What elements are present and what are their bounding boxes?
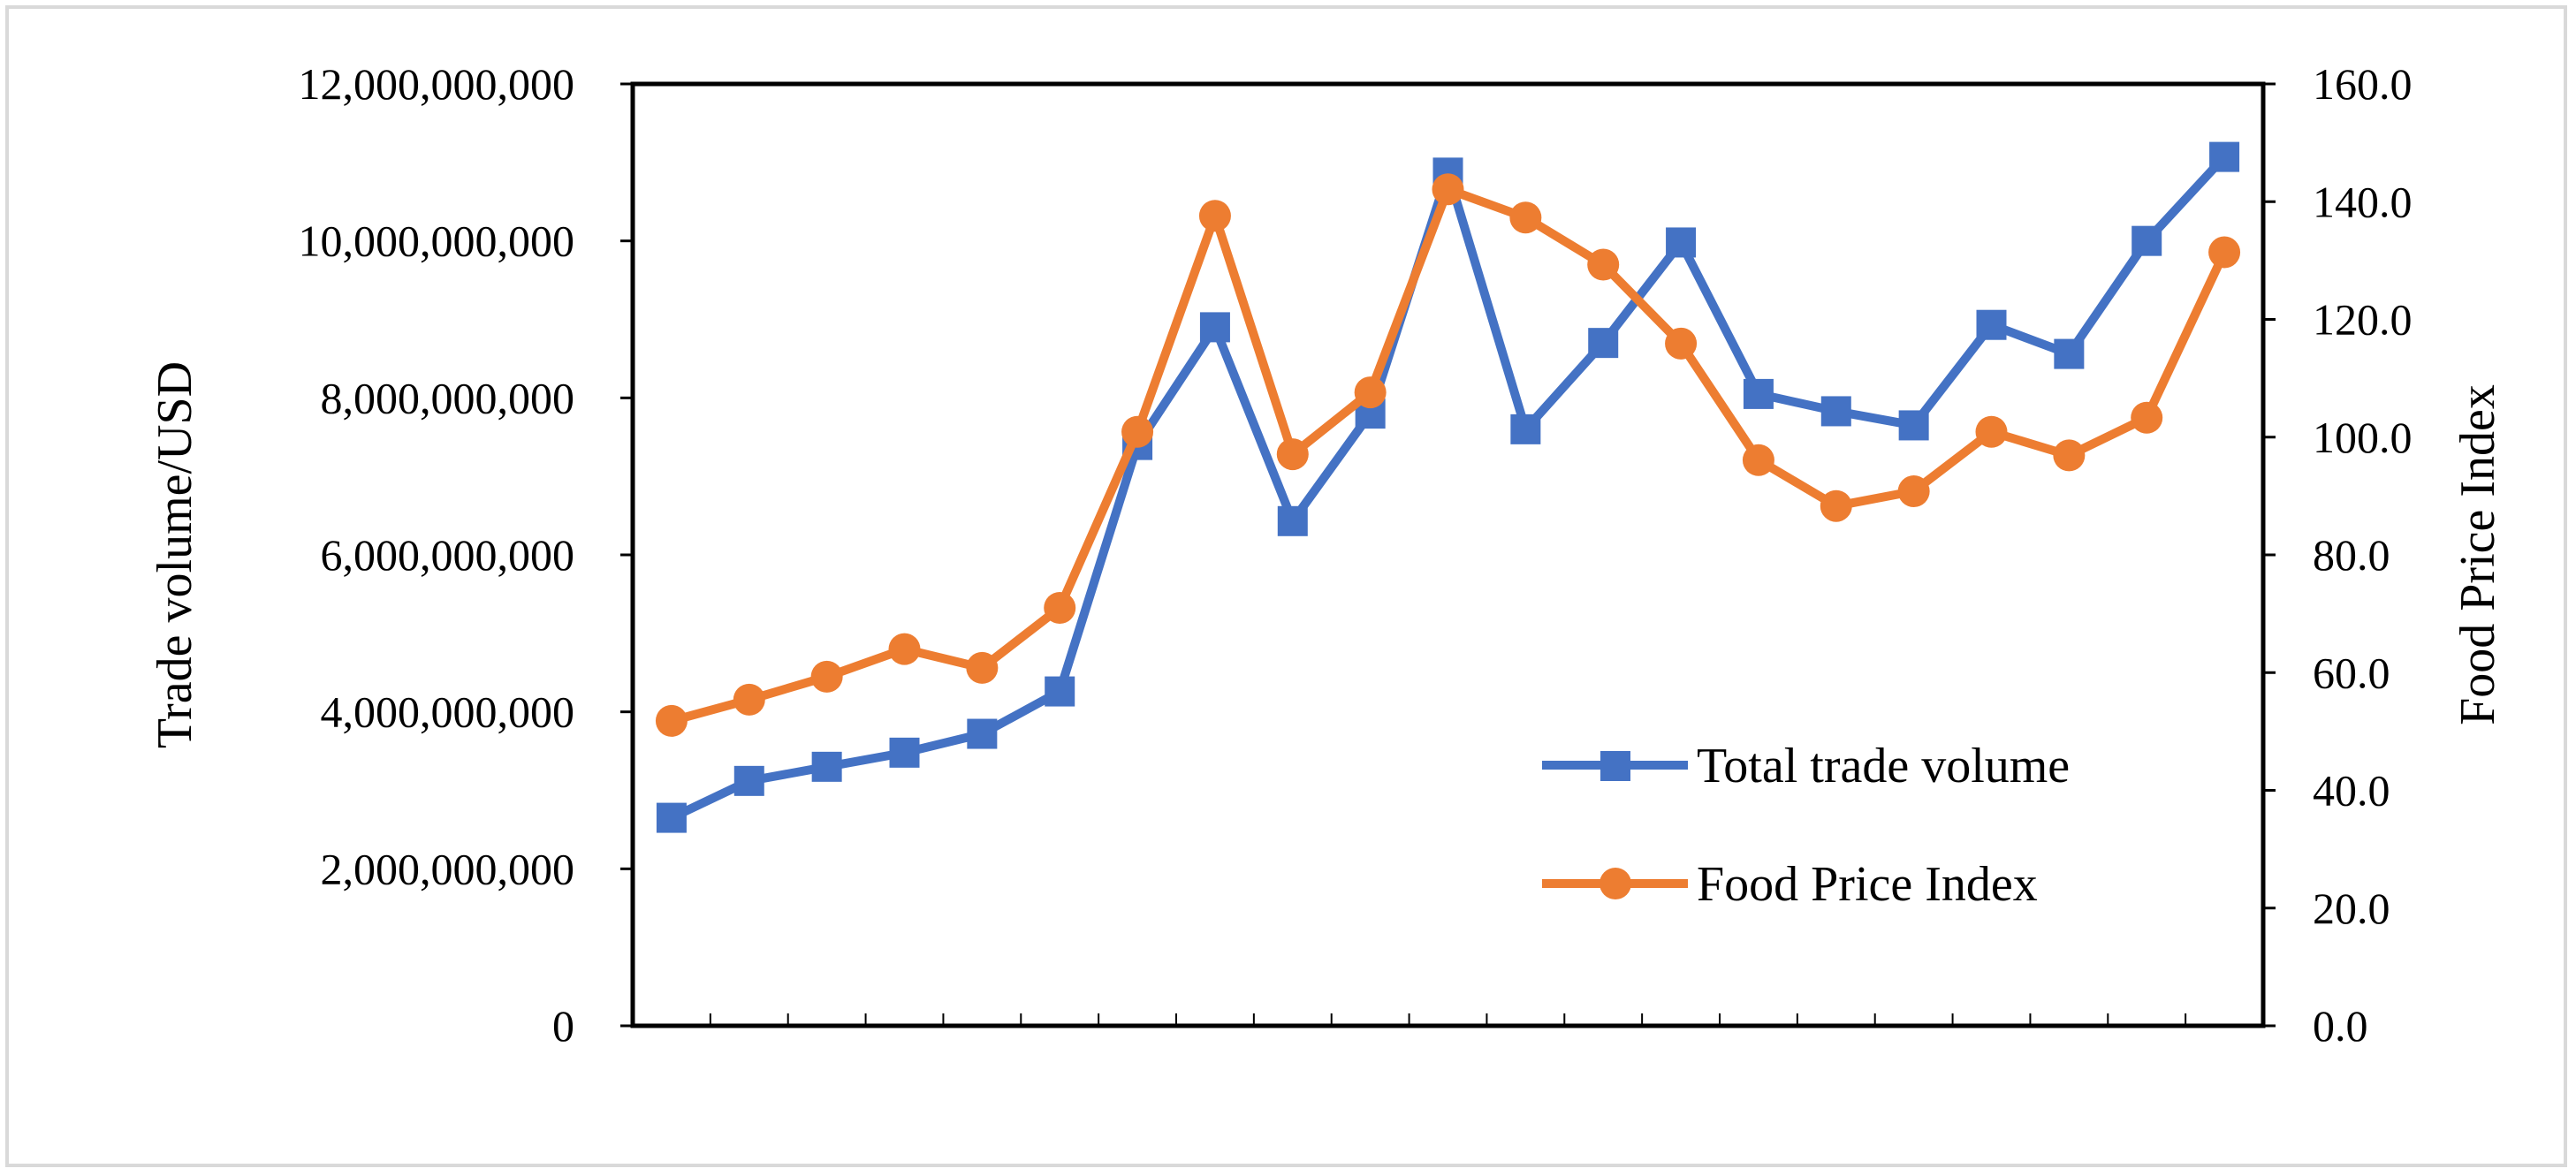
left-tick-label: 2,000,000,000 — [321, 844, 575, 893]
total-trade-volume-point — [1588, 328, 1619, 359]
right-axis-ticks: 0.0 20.0 40.0 60.0 80.0 100.0 120.0 140.0 160.0 — [2263, 59, 2413, 1051]
legend-marker-trade-volume — [1600, 751, 1630, 781]
total-trade-volume-point — [1510, 413, 1541, 444]
right-tick-label: 40.0 — [2313, 766, 2390, 816]
food-price-index-point — [1587, 248, 1620, 281]
food-price-index-point — [655, 704, 688, 737]
x-axis-ticks — [709, 1013, 2187, 1026]
total-trade-volume-point — [2131, 225, 2162, 256]
total-trade-volume-point — [2209, 141, 2240, 172]
total-trade-volume-point — [1820, 396, 1851, 427]
right-tick-label: 100.0 — [2313, 413, 2413, 462]
legend-item-food-price-index: Food Price Index — [1542, 857, 2038, 912]
food-price-index-point — [2053, 439, 2086, 472]
food-price-index-point — [1820, 489, 1852, 522]
food-price-index-point — [888, 633, 921, 665]
food-price-index-point — [1276, 438, 1309, 471]
total-trade-volume-point — [733, 765, 764, 796]
food-price-index-point — [1509, 201, 1542, 234]
food-price-index-point — [1975, 415, 2008, 448]
left-tick-label: 8,000,000,000 — [321, 373, 575, 422]
legend-label-trade-volume: Total trade volume — [1697, 739, 2070, 793]
total-trade-volume-point — [656, 802, 687, 833]
total-trade-volume-point — [1976, 309, 2007, 340]
food-price-index-point — [1432, 173, 1464, 206]
chart: 0 2,000,000,000 4,000,000,000 6,000,000,000… — [148, 59, 2505, 1051]
left-tick-label: 0 — [552, 1001, 574, 1051]
total-trade-volume-point — [1045, 676, 1075, 707]
total-trade-volume-point — [967, 718, 998, 749]
total-trade-volume-point — [889, 737, 920, 768]
left-tick-label: 10,000,000,000 — [299, 216, 575, 266]
total-trade-volume-point — [1743, 378, 1774, 409]
food-price-index-point — [2208, 236, 2241, 269]
food-price-index-point — [966, 651, 999, 684]
right-tick-label: 140.0 — [2313, 177, 2413, 226]
food-price-index-point — [1044, 591, 1076, 624]
total-trade-volume-point — [811, 751, 842, 782]
food-price-index-point — [1897, 475, 1930, 508]
right-tick-label: 60.0 — [2313, 648, 2390, 697]
total-trade-volume-point — [1666, 227, 1697, 258]
total-trade-volume-line — [666, 152, 2230, 823]
total-trade-volume-point — [1277, 505, 1308, 536]
food-price-index-point — [1354, 376, 1387, 409]
food-price-index-point — [733, 683, 765, 716]
legend-item-trade-volume: Total trade volume — [1542, 739, 2070, 793]
food-price-index-point — [1121, 415, 1154, 448]
food-price-index-point — [2131, 401, 2163, 434]
left-tick-label: 12,000,000,000 — [299, 59, 575, 109]
right-axis-title: Food Price Index — [2451, 384, 2505, 725]
legend-marker-food-price-index — [1600, 868, 1631, 899]
series-layer — [655, 141, 2241, 833]
left-tick-label: 6,000,000,000 — [321, 530, 575, 580]
food-price-index-point — [1665, 327, 1698, 360]
right-tick-label: 120.0 — [2313, 295, 2413, 345]
total-trade-volume-point — [2054, 338, 2085, 369]
left-tick-label: 4,000,000,000 — [321, 687, 575, 737]
total-trade-volume-point — [1199, 312, 1230, 343]
total-trade-volume-point — [1898, 410, 1929, 441]
food-price-index-point — [810, 660, 843, 693]
chart-frame: 0 2,000,000,000 4,000,000,000 6,000,000,000… — [5, 5, 2567, 1167]
food-price-index-point — [1742, 444, 1774, 476]
right-tick-label: 160.0 — [2313, 59, 2413, 109]
right-tick-label: 0.0 — [2313, 1001, 2368, 1051]
food-price-index-point — [1198, 200, 1231, 232]
legend-label-food-price-index: Food Price Index — [1697, 857, 2038, 912]
left-axis-ticks: 0 2,000,000,000 4,000,000,000 6,000,000,000… — [299, 59, 633, 1051]
right-tick-label: 80.0 — [2313, 530, 2390, 580]
legend: Total trade volume Food Price Index — [1542, 739, 2070, 912]
left-axis-title: Trade volume/USD — [148, 361, 202, 748]
right-tick-label: 20.0 — [2313, 884, 2390, 933]
